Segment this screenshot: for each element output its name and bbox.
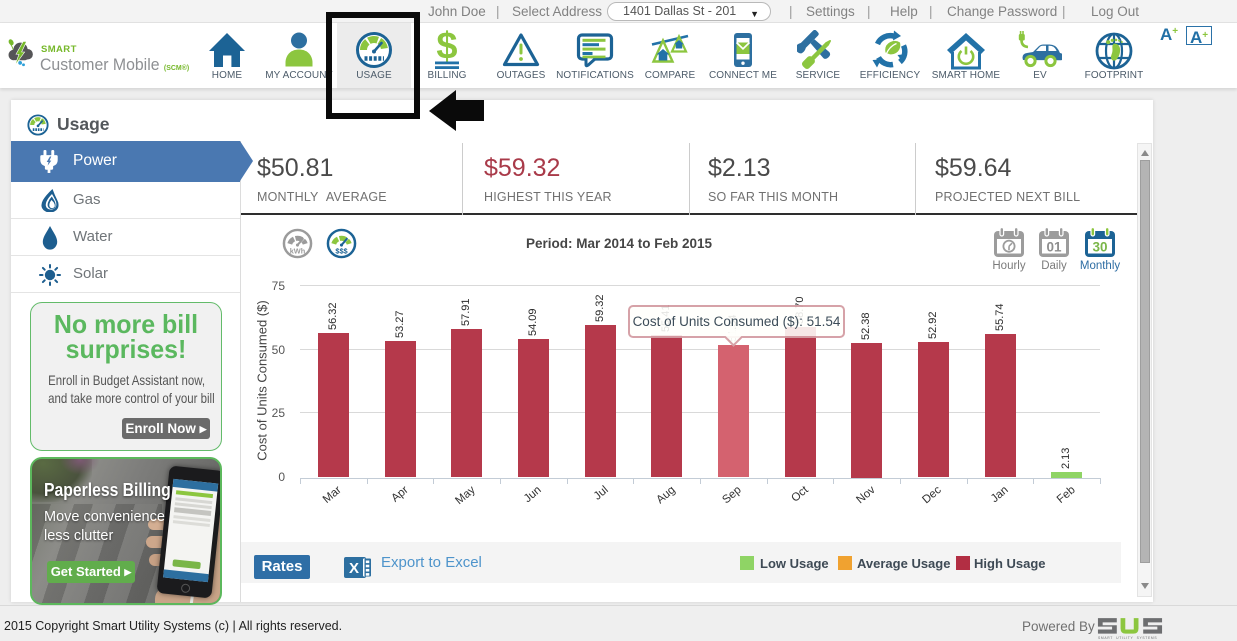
svg-text:SMART UTILITY SYSTEMS: SMART UTILITY SYSTEMS — [1098, 636, 1157, 640]
svg-text:$: $ — [436, 30, 457, 68]
svg-text:X: X — [349, 560, 359, 577]
svg-text:30: 30 — [1092, 240, 1107, 255]
svg-text:$$$: $$$ — [335, 247, 347, 256]
svg-text:kWh: kWh — [290, 247, 306, 256]
svg-text:01: 01 — [1046, 240, 1062, 255]
